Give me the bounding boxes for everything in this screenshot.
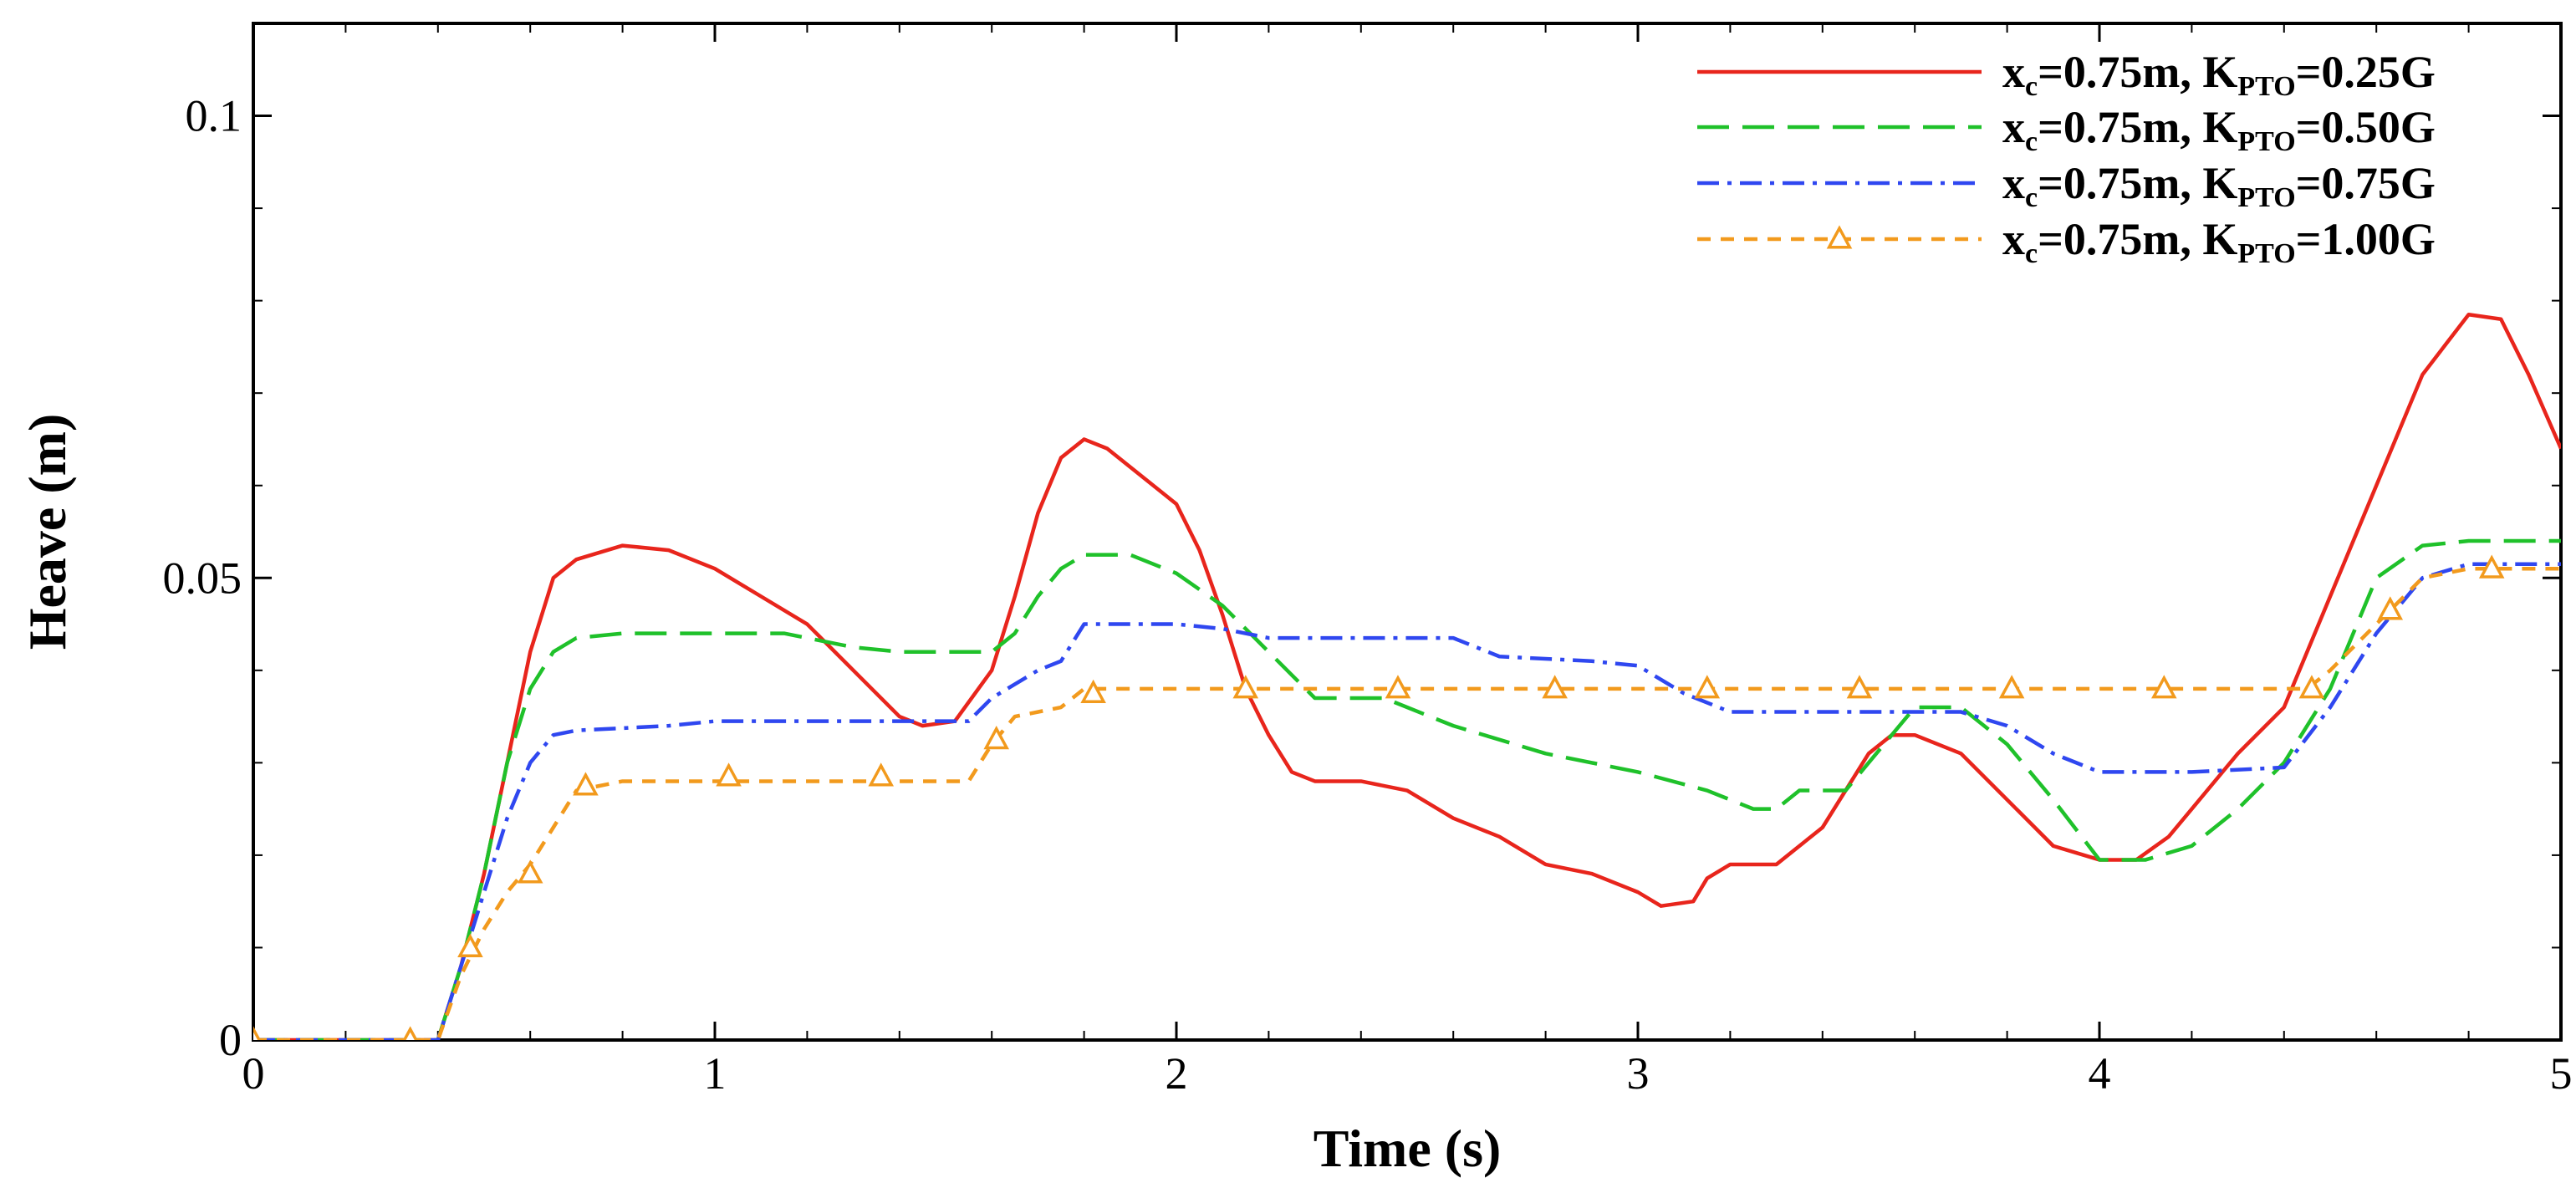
series-4-marker [2478, 554, 2505, 579]
series-4-marker [457, 933, 483, 957]
plot-frame [252, 22, 2563, 1042]
y-axis-title: Heave (m) [18, 414, 77, 650]
series-group [253, 312, 2561, 1040]
x-tick-label: 1 [704, 1048, 727, 1099]
series-4-marker [253, 1026, 262, 1040]
series-4-marker [983, 726, 1010, 750]
legend-marker-4 [1826, 225, 1853, 249]
legend-subscript: PTO [2237, 71, 2295, 102]
series-4-marker [2298, 675, 2325, 699]
legend-label-3: xc=0.75m, KPTO=0.75G [2002, 158, 2436, 213]
axis-ticks: 0 1 2 3 4 5 0 0.05 0.1 [163, 23, 2573, 1099]
legend-text-part: =0.75m, K [2038, 102, 2237, 152]
legend-text-part: x [2002, 47, 2025, 97]
legend-subscript: c [2025, 182, 2038, 213]
series-4-marker [1694, 675, 1721, 699]
series-4-marker [2377, 596, 2404, 620]
legend-label-4: xc=0.75m, KPTO=1.00G [2002, 214, 2436, 269]
legend-text-part: =0.50G [2296, 102, 2436, 152]
series-4-marker [402, 1026, 418, 1040]
series-line-3 [253, 562, 2561, 1040]
x-tick-label: 0 [242, 1048, 265, 1099]
legend-text-part: =1.00G [2296, 214, 2436, 264]
legend-text-part: x [2002, 102, 2025, 152]
y-tick-label: 0.05 [163, 553, 242, 603]
x-tick-label: 5 [2550, 1048, 2573, 1099]
legend-subscript: PTO [2237, 126, 2295, 157]
series-line-2 [253, 538, 2561, 1040]
x-tick-label: 2 [1166, 1048, 1188, 1099]
series-4-marker [716, 762, 742, 787]
legend-subscript: c [2025, 238, 2038, 269]
legend-text-part: =0.25G [2296, 47, 2436, 97]
series-line-1 [253, 312, 2561, 1040]
legend-subscript: PTO [2237, 238, 2295, 269]
legend-text-part: x [2002, 214, 2025, 264]
legend-text-part: =0.75m, K [2038, 158, 2237, 208]
series-4-marker [1232, 675, 1259, 699]
legend-text-part: x [2002, 158, 2025, 208]
legend-text-part: =0.75m, K [2038, 47, 2237, 97]
legend-subscript: PTO [2237, 182, 2295, 213]
legend-text-part: =0.75G [2296, 158, 2436, 208]
x-axis-title: Time (s) [1314, 1119, 1502, 1178]
series-4-marker [2150, 675, 2177, 699]
series-4-marker [1542, 675, 1568, 699]
series-4-marker [573, 772, 599, 796]
x-tick-label: 4 [2089, 1048, 2111, 1099]
x-tick-label: 3 [1627, 1048, 1650, 1099]
legend-label-2: xc=0.75m, KPTO=0.50G [2002, 102, 2436, 157]
series-4-marker [1846, 675, 1873, 699]
series-4-marker [517, 859, 543, 884]
legend-subscript: c [2025, 126, 2038, 157]
series-4-marker [1998, 675, 2025, 699]
series-4-marker [1080, 679, 1106, 703]
y-tick-label: 0.1 [186, 91, 242, 141]
y-tick-label: 0 [219, 1015, 242, 1065]
series-line-4 [253, 566, 2561, 1040]
legend-text-part: =0.75m, K [2038, 214, 2237, 264]
legend-label-1: xc=0.75m, KPTO=0.25G [2002, 47, 2436, 102]
legend-subscript: c [2025, 71, 2038, 102]
series-4-marker [1385, 675, 1411, 699]
series-4-marker [868, 762, 895, 787]
